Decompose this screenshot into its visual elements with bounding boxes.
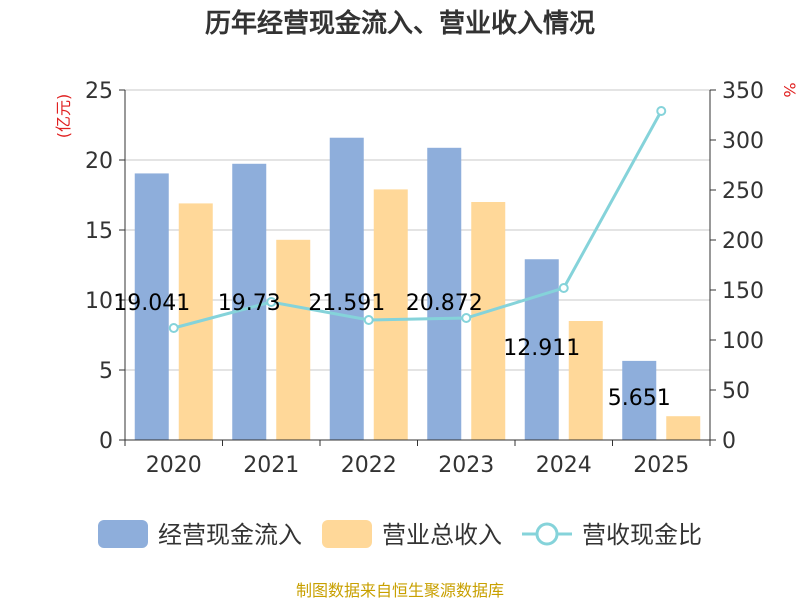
right-axis-tick-label: 100 [722, 329, 764, 354]
data-label: 12.911 [503, 336, 580, 361]
x-axis-tick-label: 2023 [438, 453, 494, 478]
right-axis-tick-label: 300 [722, 129, 764, 154]
bar [232, 163, 267, 440]
left-axis-tick-label: 0 [99, 429, 113, 454]
bar [134, 173, 169, 440]
legend[interactable]: 经营现金流入 营业总收入 营收现金比 [98, 520, 702, 549]
right-axis-tick-label: 200 [722, 229, 764, 254]
bar [276, 239, 311, 440]
legend-label: 经营现金流入 [158, 521, 302, 549]
bar [622, 360, 657, 440]
ratio-point [558, 283, 569, 293]
x-axis-tick-label: 2024 [536, 453, 592, 478]
bar [373, 189, 408, 440]
ratio-point [656, 106, 667, 116]
right-axis-unit: % [780, 82, 799, 97]
x-axis-tick-label: 2022 [341, 453, 397, 478]
bar [666, 416, 701, 440]
right-axis-tick-label: 50 [722, 379, 750, 404]
x-axis-tick-label: 2021 [243, 453, 299, 478]
x-axis-tick-label: 2020 [146, 453, 202, 478]
x-axis-tick-label: 2025 [633, 453, 689, 478]
chart-title: 历年经营现金流入、营业收入情况 [205, 8, 595, 39]
legend-label: 营业总收入 [382, 521, 502, 549]
ratio-point [168, 323, 179, 333]
data-label: 19.73 [218, 291, 281, 316]
data-label: 19.041 [113, 291, 190, 316]
source-footer: 制图数据来自恒生聚源数据库 [296, 581, 504, 600]
ratio-point [363, 315, 374, 325]
left-axis-tick-label: 25 [85, 79, 113, 104]
bar [471, 202, 506, 440]
data-labels: 19.041 19.73 21.591 20.872 12.911 5.651 [113, 291, 670, 411]
left-axis-unit: (亿元) [54, 94, 73, 139]
ratio-line [168, 106, 667, 333]
legend-swatch [98, 520, 148, 548]
right-axis-tick-label: 250 [722, 179, 764, 204]
data-label: 21.591 [308, 291, 385, 316]
ratio-point [266, 297, 277, 307]
right-axis-tick-label: 150 [722, 279, 764, 304]
axes: 0510152025050100150200250300350(亿元)%2020… [54, 79, 799, 478]
ratio-line-path [173, 110, 663, 330]
legend-swatch [322, 520, 372, 548]
right-axis-tick-label: 0 [722, 429, 736, 454]
bar [524, 259, 559, 440]
ratio-point [461, 313, 472, 323]
left-axis-tick-label: 20 [85, 149, 113, 174]
data-label: 20.872 [406, 291, 483, 316]
legend-marker [535, 522, 559, 546]
bar [427, 147, 462, 441]
right-axis-tick-label: 350 [722, 79, 764, 104]
legend-label: 营收现金比 [582, 521, 702, 549]
bar [329, 137, 364, 440]
gridlines [125, 89, 710, 371]
left-axis-tick-label: 5 [99, 359, 113, 384]
left-axis-tick-label: 15 [85, 219, 113, 244]
left-axis-tick-label: 10 [85, 289, 113, 314]
data-label: 5.651 [608, 386, 671, 411]
bar [568, 321, 603, 440]
